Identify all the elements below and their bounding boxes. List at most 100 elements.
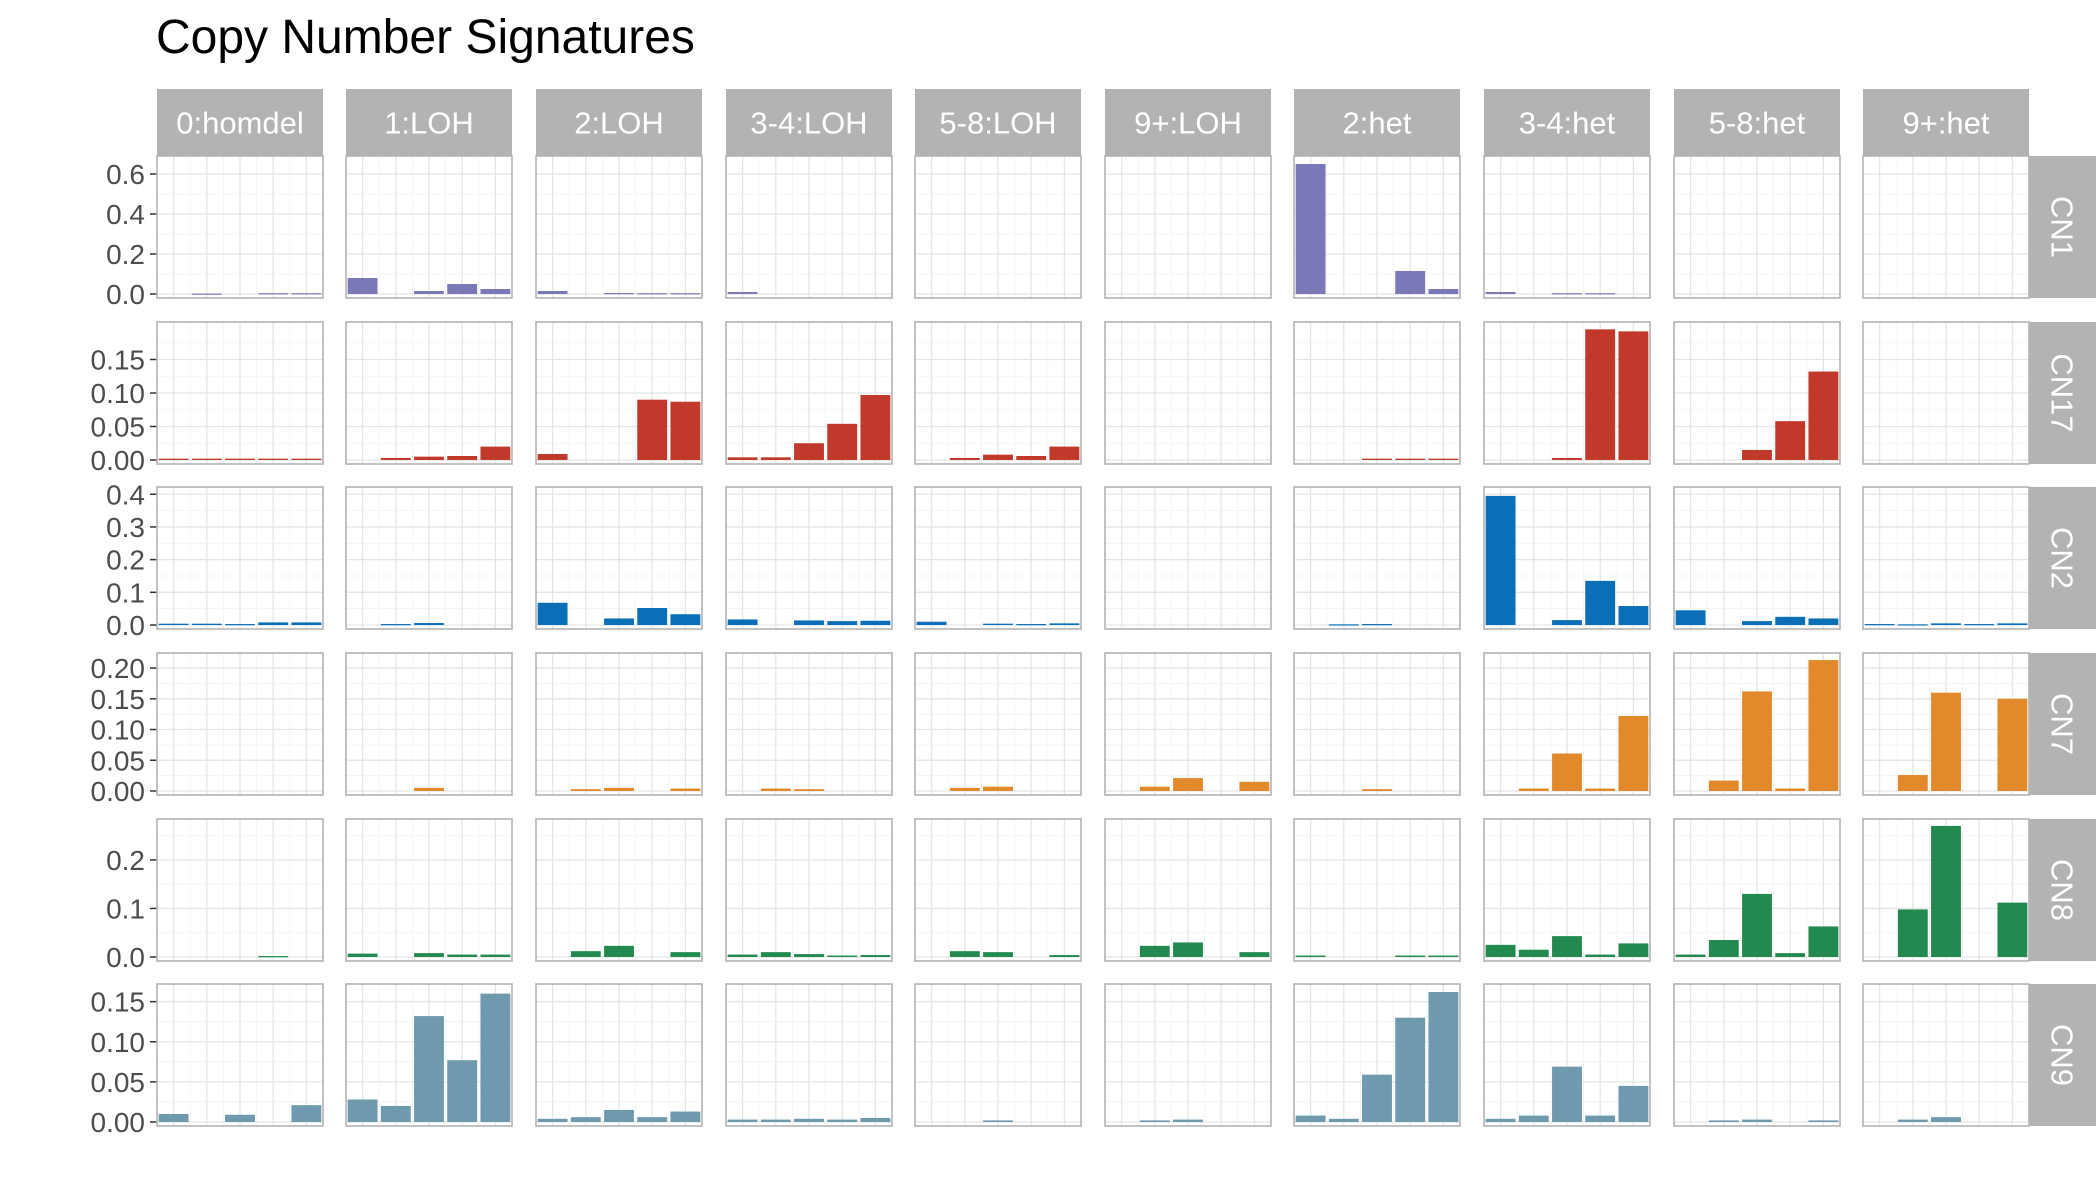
- bar: [1742, 893, 1772, 957]
- chart-title: Copy Number Signatures: [156, 11, 695, 64]
- bar: [983, 952, 1013, 957]
- bar: [1931, 692, 1961, 791]
- column-strip-label: 2:het: [1343, 106, 1412, 141]
- facet-panel: [1862, 652, 2030, 796]
- bar: [670, 1111, 701, 1122]
- facet-panel: [535, 321, 703, 465]
- bar: [670, 401, 701, 460]
- bar: [1552, 936, 1582, 957]
- bar: [414, 787, 444, 791]
- bar: [727, 619, 758, 625]
- y-tick-label: 0.6: [106, 159, 145, 190]
- facet-panel: [535, 818, 703, 962]
- bar: [1708, 940, 1739, 957]
- facet-panel: [725, 155, 893, 299]
- column-strip-label: 5-8:het: [1709, 106, 1806, 141]
- facet-panel: [156, 486, 324, 630]
- panel-border: [345, 652, 513, 796]
- bar: [1428, 992, 1459, 1122]
- bar: [1742, 621, 1772, 625]
- panel-border: [1483, 155, 1651, 299]
- panel-border: [914, 155, 1082, 299]
- bar: [794, 1118, 824, 1122]
- bar: [1742, 1119, 1772, 1122]
- bar: [158, 458, 189, 460]
- bar: [480, 289, 511, 294]
- bar: [158, 1113, 189, 1122]
- panel-border: [345, 983, 513, 1127]
- panel-border: [914, 652, 1082, 796]
- bar: [1395, 955, 1426, 957]
- bar: [794, 443, 824, 460]
- facet-panel: [156, 818, 324, 962]
- bar: [860, 620, 891, 625]
- bar: [258, 956, 289, 958]
- panel-border: [1673, 983, 1841, 1127]
- panel-border: [1862, 652, 2030, 796]
- facet-panel: [1483, 155, 1651, 299]
- y-tick-label: 0.2: [106, 545, 145, 576]
- facet-panel: [535, 983, 703, 1127]
- y-tick-label: 0.05: [91, 412, 146, 443]
- facet-panel: [1293, 983, 1461, 1127]
- bar: [480, 954, 511, 957]
- panel-border: [1104, 652, 1272, 796]
- bar: [570, 951, 601, 957]
- bar: [860, 955, 891, 957]
- bar: [1897, 624, 1928, 626]
- bar: [670, 952, 701, 957]
- y-tick-label: 0.10: [91, 1027, 146, 1058]
- bar: [670, 614, 701, 625]
- bar: [727, 457, 758, 460]
- bar: [1428, 289, 1459, 294]
- bar: [480, 446, 511, 460]
- facet-panel: [1293, 155, 1461, 299]
- facet-panel: [345, 983, 513, 1127]
- facet-panel: [1104, 983, 1272, 1127]
- facet-panel: [1862, 486, 2030, 630]
- bar: [414, 1016, 444, 1122]
- bar: [1485, 292, 1516, 294]
- bar: [1997, 623, 2028, 625]
- bar: [1618, 943, 1649, 957]
- bar: [1139, 786, 1170, 791]
- panel-border: [345, 155, 513, 299]
- bar: [1395, 458, 1426, 460]
- column-strip-label: 5-8:LOH: [939, 106, 1056, 141]
- y-tick-label: 0.10: [91, 378, 146, 409]
- bar: [291, 293, 322, 295]
- column-strip-label: 9+:LOH: [1134, 106, 1242, 141]
- bar: [258, 622, 289, 625]
- bar: [1395, 271, 1426, 294]
- panel-border: [535, 155, 703, 299]
- bar: [1362, 789, 1392, 791]
- panel-border: [1862, 983, 2030, 1127]
- column-strip: [726, 89, 892, 156]
- column-strip-label: 9+:het: [1902, 106, 1989, 141]
- panel-border: [156, 486, 324, 630]
- facet-panel: [535, 652, 703, 796]
- column-strip: [1484, 89, 1650, 156]
- bar: [983, 786, 1013, 791]
- bar: [1239, 781, 1270, 791]
- bar: [1328, 1118, 1359, 1122]
- y-tick-label: 0.15: [91, 987, 146, 1018]
- column-strip: [915, 89, 1081, 156]
- bar: [949, 457, 980, 460]
- bar: [1808, 1120, 1839, 1122]
- panel-border: [914, 321, 1082, 465]
- bar: [537, 602, 568, 625]
- bar: [760, 1119, 791, 1122]
- row-strip: [2029, 819, 2096, 961]
- bar: [1585, 580, 1616, 625]
- y-tick-label: 0.00: [91, 445, 146, 476]
- bar: [1585, 329, 1616, 460]
- bar: [727, 1119, 758, 1122]
- facet-panel: [725, 983, 893, 1127]
- bar: [1742, 691, 1772, 791]
- bar: [1864, 624, 1895, 626]
- facet-panel: [535, 486, 703, 630]
- bar: [1897, 909, 1928, 957]
- facet-panel: [345, 818, 513, 962]
